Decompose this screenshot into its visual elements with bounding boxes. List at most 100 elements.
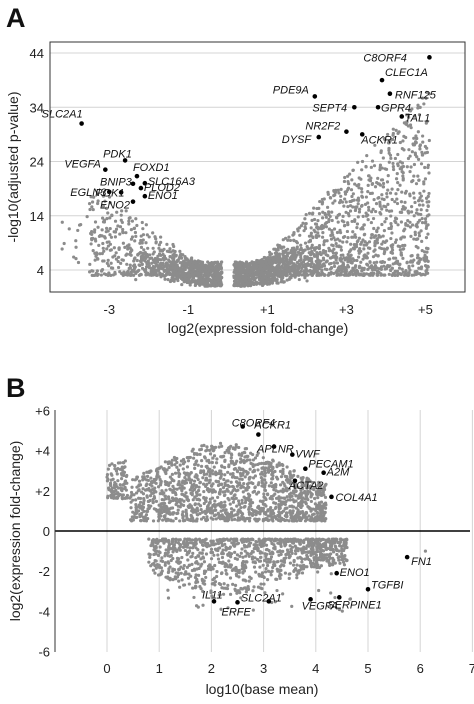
panel-a-point	[94, 254, 98, 258]
panel-a-point	[310, 218, 314, 222]
panel-a-point	[102, 218, 107, 222]
panel-a-point	[238, 283, 242, 287]
panel-a-point	[252, 266, 257, 271]
panel-a-labeled-point	[312, 94, 318, 99]
panel-a-point	[312, 217, 317, 222]
panel-a-point	[397, 263, 402, 267]
panel-b-point	[140, 511, 144, 515]
panel-a-point	[105, 261, 109, 265]
panel-b-point	[189, 471, 193, 475]
panel-b-point	[288, 544, 292, 548]
panel-a-point	[174, 253, 178, 257]
panel-a-point	[307, 211, 312, 215]
panel-a-point	[90, 230, 94, 234]
panel-b-point	[216, 479, 221, 484]
panel-a-point	[304, 266, 308, 270]
panel-a-point	[305, 245, 309, 249]
panel-a-point	[288, 266, 292, 270]
panel-a-point	[220, 283, 224, 287]
panel-a-point	[113, 235, 118, 239]
panel-b-point	[257, 510, 261, 514]
panel-b-point	[238, 502, 242, 507]
panel-a-point	[246, 267, 250, 271]
panel-a-point	[137, 268, 141, 272]
panel-b-point	[291, 509, 295, 513]
panel-b-point	[145, 478, 149, 482]
panel-a-point	[168, 266, 172, 270]
panel-a-point	[422, 256, 426, 260]
panel-b-point	[210, 509, 214, 513]
panel-a-point	[180, 282, 184, 287]
panel-a-point	[98, 252, 102, 256]
panel-a-point	[333, 190, 337, 194]
panel-a-point	[60, 247, 64, 251]
panel-b-point	[139, 490, 144, 494]
panel-a-point	[146, 246, 150, 250]
panel-b-point	[158, 492, 163, 496]
panel-b-point	[231, 472, 235, 476]
panel-a-point	[284, 236, 288, 240]
panel-a-point	[165, 242, 169, 246]
panel-a-point	[385, 180, 390, 184]
panel-a-point	[96, 225, 100, 229]
panel-a-point	[365, 154, 369, 158]
panel-a-point	[378, 202, 382, 207]
panel-b-point	[304, 510, 308, 515]
panel-a-point	[380, 242, 384, 246]
panel-a-point	[97, 243, 101, 247]
panel-b-point	[147, 470, 151, 474]
panel-b-point	[219, 474, 223, 479]
panel-a-point	[150, 261, 154, 265]
panel-b-point	[252, 585, 256, 589]
panel-b-point	[180, 484, 184, 488]
panel-a-point	[408, 154, 412, 158]
panel-a-point	[329, 237, 334, 241]
panel-a-point	[105, 240, 109, 244]
panel-a-point	[375, 237, 379, 241]
panel-a-point	[343, 175, 347, 180]
panel-b-point	[238, 460, 243, 464]
panel-a-point	[367, 272, 371, 277]
panel-a-point	[391, 161, 395, 166]
panel-b-point	[284, 478, 289, 482]
panel-b-point	[219, 482, 224, 486]
panel-a-point	[378, 183, 382, 187]
panel-b-point	[251, 458, 256, 462]
panel-a-point	[144, 223, 148, 227]
panel-b-point	[195, 452, 199, 456]
panel-a-point	[95, 273, 99, 277]
panel-b-point	[180, 480, 185, 485]
panel-a-point	[92, 273, 96, 278]
panel-a-point	[107, 195, 112, 199]
panel-a-point	[356, 239, 360, 243]
panel-b-point	[247, 512, 252, 516]
panel-a-point	[401, 139, 405, 143]
panel-a-point	[79, 222, 83, 227]
panel-b-point	[298, 510, 302, 514]
panel-b-point	[263, 488, 268, 493]
panel-a-point	[210, 261, 214, 265]
panel-a-point	[258, 273, 263, 277]
panel-a-point	[395, 201, 400, 206]
panel-a-point	[398, 140, 402, 145]
panel-a-point	[303, 217, 307, 221]
panel-b-point	[196, 513, 200, 517]
panel-a-point	[360, 190, 364, 194]
panel-a-point	[389, 156, 393, 160]
panel-a-point	[357, 251, 361, 255]
panel-a-point	[399, 272, 403, 277]
panel-b-point	[171, 484, 175, 488]
panel-a-point	[149, 270, 153, 274]
panel-a-point	[178, 267, 182, 271]
panel-a-point	[120, 209, 124, 213]
panel-a-point	[416, 157, 421, 162]
panel-a-point	[326, 192, 330, 196]
panel-a-point	[380, 178, 385, 182]
panel-b-point	[163, 494, 167, 498]
panel-a-point	[373, 239, 377, 243]
panel-b-point	[226, 470, 230, 474]
panel-b-point	[229, 480, 233, 484]
panel-a-point	[390, 251, 395, 255]
panel-b-point	[164, 519, 168, 523]
panel-b-point	[220, 513, 224, 517]
